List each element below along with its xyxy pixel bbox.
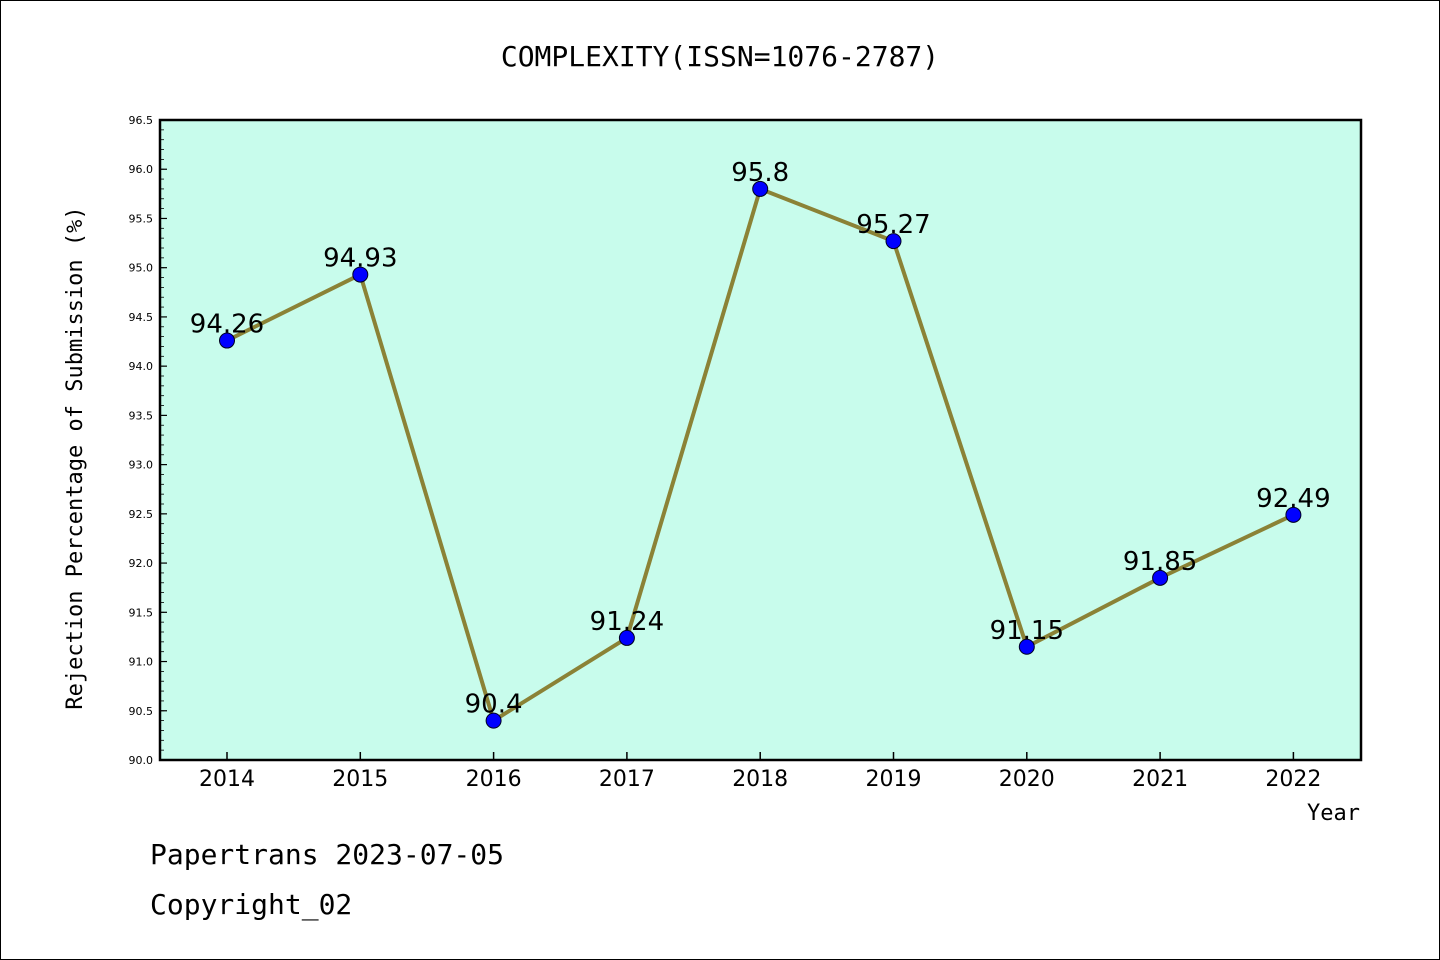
data-point-marker xyxy=(1018,638,1035,655)
data-label: 91.85 xyxy=(1123,547,1197,577)
y-tick-label: 90.5 xyxy=(129,705,154,718)
y-tick-label: 90.0 xyxy=(129,754,154,767)
data-labels: 94.26 94.93 90.4 91.24 95.8 95.27 91.15 91.85 92… xyxy=(190,158,1331,720)
plot-border xyxy=(158,118,1363,762)
x-tick-label: 2022 xyxy=(1265,767,1321,792)
y-tick-label: 92.0 xyxy=(129,557,154,570)
x-axis: 2014 2015 2016 2017 2018 2019 2020 2021 2022 xyxy=(199,752,1321,792)
data-point-marker xyxy=(1152,569,1169,586)
x-tick-label: 2021 xyxy=(1132,767,1188,792)
y-tick-label: 96.5 xyxy=(129,114,154,127)
y-tick-label: 91.0 xyxy=(129,656,154,669)
data-label: 91.15 xyxy=(990,616,1064,646)
y-tick-label: 91.5 xyxy=(129,606,154,619)
data-point-marker xyxy=(752,180,769,197)
y-tick-label: 95.0 xyxy=(129,262,154,275)
x-tick-label: 2020 xyxy=(999,767,1055,792)
x-tick-label: 2018 xyxy=(732,767,788,792)
data-points xyxy=(219,180,1302,729)
data-point-marker xyxy=(1285,506,1302,523)
data-label: 95.27 xyxy=(856,210,930,240)
data-label: 94.93 xyxy=(323,244,397,274)
y-tick-label: 96.0 xyxy=(129,163,154,176)
x-axis-label: Year xyxy=(1307,801,1360,826)
chart-title: COMPLEXITY(ISSN=1076-2787) xyxy=(501,40,939,73)
y-tick-label: 92.5 xyxy=(129,508,154,521)
y-axis-label: Rejection Percentage of Submission (%) xyxy=(63,206,88,709)
x-tick-label: 2016 xyxy=(466,767,522,792)
y-tick-label: 93.5 xyxy=(129,409,154,422)
x-tick-label: 2015 xyxy=(332,767,388,792)
data-label: 92.49 xyxy=(1256,484,1330,514)
data-point-marker xyxy=(219,332,235,349)
data-label: 90.4 xyxy=(465,690,523,720)
data-label: 94.26 xyxy=(190,310,264,340)
data-point-marker xyxy=(618,629,635,646)
x-tick-label: 2017 xyxy=(599,767,655,792)
plot-area xyxy=(160,120,1361,760)
y-tick-label: 94.0 xyxy=(129,360,154,373)
data-point-marker xyxy=(352,266,369,283)
x-tick-label: 2019 xyxy=(866,767,922,792)
footer-date: Papertrans 2023-07-05 xyxy=(150,838,504,871)
y-tick-label: 95.5 xyxy=(129,212,154,225)
y-tick-label: 93.0 xyxy=(129,459,154,472)
data-point-marker xyxy=(485,712,502,729)
y-tick-label: 94.5 xyxy=(129,311,154,324)
data-point-marker xyxy=(885,233,902,250)
footer-copyright: Copyright_02 xyxy=(150,888,352,922)
data-label: 95.8 xyxy=(731,158,789,188)
x-tick-label: 2014 xyxy=(199,767,255,792)
data-label: 91.24 xyxy=(590,607,664,637)
y-axis: 90.0 90.5 91.0 91.5 92.0 92.5 93.0 93.5 94.0 94.5… xyxy=(129,114,167,767)
